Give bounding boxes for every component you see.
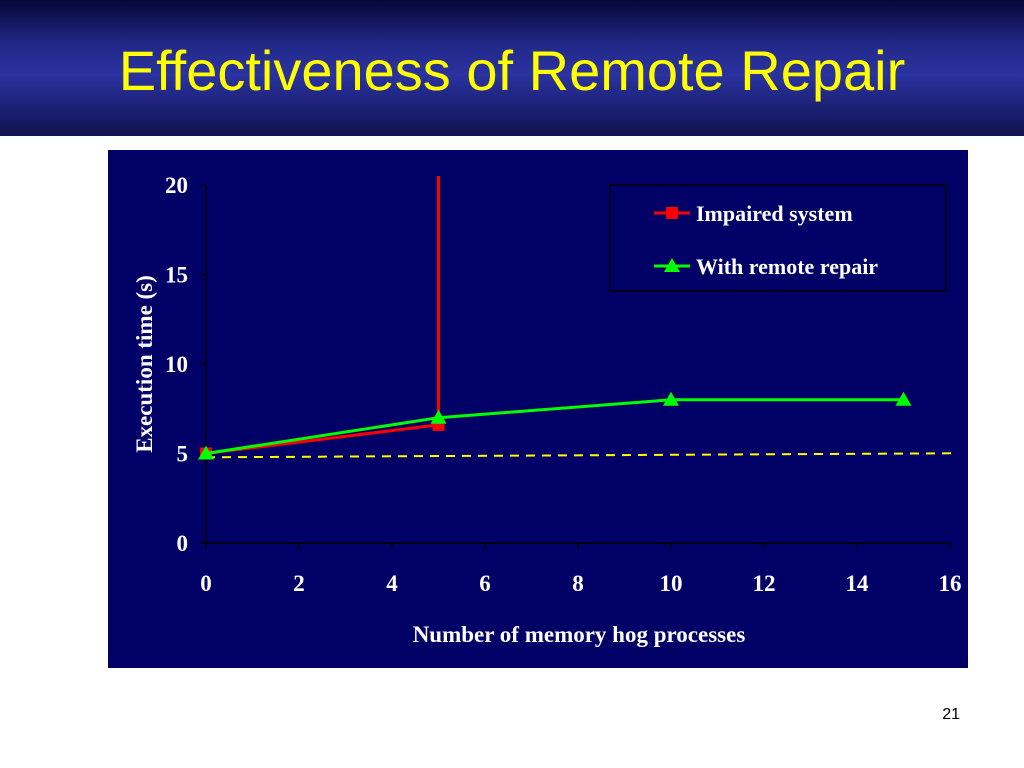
x-tick-label: 6 (479, 571, 491, 596)
x-tick-label: 10 (660, 571, 683, 596)
series-impaired-system (200, 176, 445, 460)
y-tick-label: 20 (165, 173, 188, 198)
triangle-marker (895, 391, 912, 406)
reference-line (205, 452, 955, 459)
x-tick-label: 8 (572, 571, 584, 596)
legend-box (609, 184, 947, 292)
series-with-remote-repair (198, 391, 912, 460)
y-tick-label: 15 (165, 263, 188, 288)
chart-area: 0 2 4 6 8 10 12 14 16 0 5 10 15 20 Impaired system Wit… (108, 150, 968, 668)
tick-labels: 0 2 4 6 8 10 12 14 16 0 5 10 15 20 (165, 173, 962, 596)
x-tick-label: 0 (200, 571, 212, 596)
slide-title: Effectiveness of Remote Repair (118, 39, 906, 102)
line-chart: 0 2 4 6 8 10 12 14 16 0 5 10 15 20 Impaired system Wit… (132, 173, 962, 647)
square-marker (666, 207, 678, 219)
triangle-marker (198, 445, 214, 460)
x-axis-label: Number of memory hog processes (413, 622, 746, 647)
series-group (198, 176, 912, 460)
triangle-marker (430, 409, 447, 424)
series-line (205, 398, 904, 455)
y-tick-label: 0 (177, 531, 189, 556)
x-tick-label: 12 (753, 571, 776, 596)
triangle-marker (664, 258, 680, 272)
y-axis-label: Execution time (s) (132, 275, 157, 453)
x-tick-label: 2 (293, 571, 305, 596)
series-line (205, 176, 440, 455)
page-number: 21 (942, 706, 960, 723)
y-tick-label: 10 (165, 352, 188, 377)
y-tick-label: 5 (177, 442, 189, 467)
title-banner: Effectiveness of Remote Repair (0, 0, 1024, 136)
legend-entry-label: With remote repair (696, 254, 878, 279)
x-tick-label: 4 (386, 571, 398, 596)
reference-line-group (205, 452, 955, 459)
x-tick-label: 14 (846, 571, 870, 596)
legend: Impaired system With remote repair (609, 184, 947, 292)
triangle-marker (663, 391, 679, 406)
legend-entry-label: Impaired system (696, 201, 853, 226)
x-tick-label: 16 (939, 571, 962, 596)
